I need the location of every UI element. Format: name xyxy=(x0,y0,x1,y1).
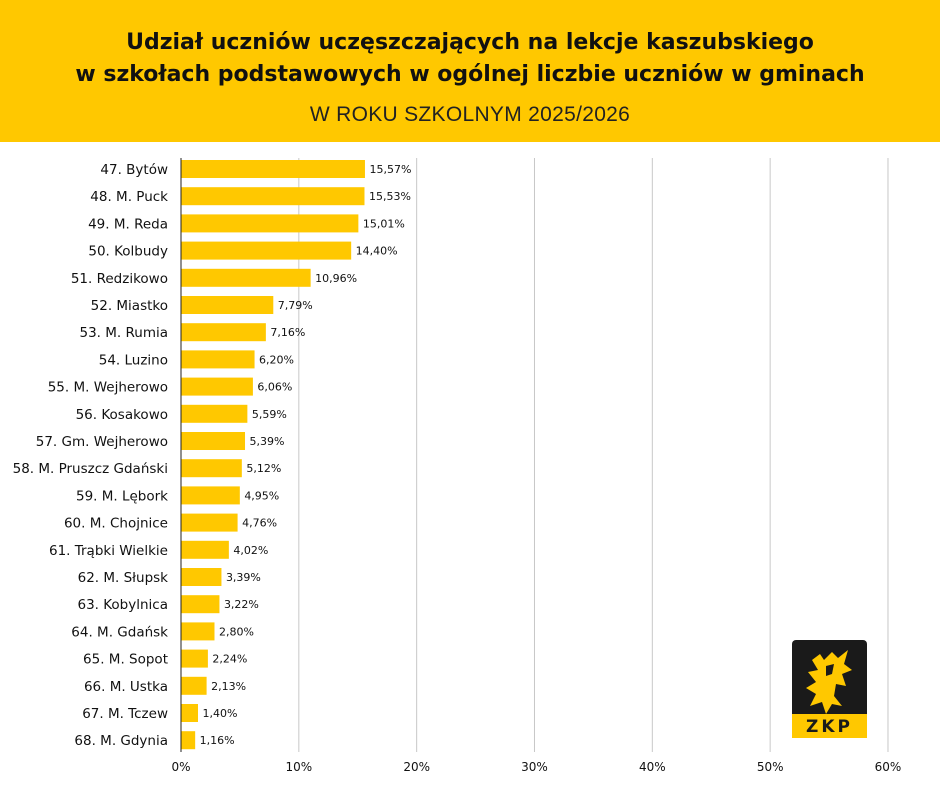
value-label: 7,79% xyxy=(278,299,313,312)
x-tick-label: 0% xyxy=(171,760,190,774)
category-label: 57. Gm. Wejherowo xyxy=(36,434,168,450)
value-label: 15,53% xyxy=(369,190,411,203)
bar xyxy=(181,268,311,287)
value-label: 4,76% xyxy=(242,517,277,530)
category-label: 51. Redzikowo xyxy=(71,271,168,287)
bar xyxy=(181,160,365,178)
category-label: 52. Miastko xyxy=(91,298,168,314)
value-label: 1,40% xyxy=(202,707,237,720)
category-label: 65. M. Sopot xyxy=(83,652,168,668)
bar xyxy=(181,486,240,505)
bar xyxy=(181,350,255,369)
category-label: 53. M. Rumia xyxy=(80,325,169,341)
category-label: 64. M. Gdańsk xyxy=(71,624,168,640)
chart-title-line2: w szkołach podstawowych w ogólnej liczbi… xyxy=(75,62,865,87)
bar xyxy=(181,731,196,750)
bar xyxy=(181,513,238,532)
bar xyxy=(181,649,208,668)
bar xyxy=(181,296,274,314)
value-label: 5,12% xyxy=(246,462,281,475)
bar xyxy=(181,595,220,614)
value-label: 10,96% xyxy=(315,272,357,285)
x-tick-label: 60% xyxy=(875,760,902,774)
category-label: 61. Trąbki Wielkie xyxy=(49,543,168,559)
category-label: 67. M. Tczew xyxy=(82,706,168,722)
value-label: 4,02% xyxy=(233,544,268,557)
value-label: 7,16% xyxy=(270,326,305,339)
bar xyxy=(181,214,359,233)
value-label: 4,95% xyxy=(244,489,279,502)
chart-title-line1: Udział uczniów uczęszczających na lekcje… xyxy=(126,30,814,55)
value-label: 3,22% xyxy=(224,598,259,611)
value-label: 3,39% xyxy=(226,571,261,584)
bar xyxy=(181,432,246,450)
x-tick-label: 40% xyxy=(639,760,666,774)
value-label: 5,59% xyxy=(252,408,287,421)
x-tick-label: 10% xyxy=(285,760,312,774)
value-label: 15,01% xyxy=(363,217,405,230)
value-label: 1,16% xyxy=(200,734,235,747)
griffin-emblem-icon: ZKP xyxy=(792,640,867,738)
category-label: 56. Kosakowo xyxy=(76,407,168,423)
value-label: 2,13% xyxy=(211,680,246,693)
category-label: 48. M. Puck xyxy=(90,189,168,205)
category-label: 50. Kolbudy xyxy=(88,244,168,260)
value-label: 5,39% xyxy=(250,435,285,448)
bar xyxy=(181,377,253,396)
bar xyxy=(181,404,248,423)
value-label: 6,20% xyxy=(259,353,294,366)
x-tick-label: 20% xyxy=(403,760,430,774)
bar xyxy=(181,323,266,342)
value-label: 15,57% xyxy=(369,163,411,176)
category-label: 59. M. Lębork xyxy=(76,488,168,504)
value-label: 6,06% xyxy=(257,381,292,394)
category-label: 66. M. Ustka xyxy=(84,679,168,695)
bar xyxy=(181,241,352,260)
bar xyxy=(181,540,229,559)
chart-header: Udział uczniów uczęszczających na lekcje… xyxy=(0,0,940,142)
x-tick-label: 30% xyxy=(521,760,548,774)
category-label: 60. M. Chojnice xyxy=(64,516,168,532)
category-label: 63. Kobylnica xyxy=(77,597,168,613)
bar xyxy=(181,568,222,586)
category-label: 55. M. Wejherowo xyxy=(48,380,168,396)
category-label: 47. Bytów xyxy=(100,162,168,178)
bar xyxy=(181,704,198,722)
chart-subtitle: W ROKU SZKOLNYM 2025/2026 xyxy=(309,103,631,126)
category-label: 68. M. Gdynia xyxy=(74,733,168,749)
bar xyxy=(181,676,207,695)
category-label: 62. M. Słupsk xyxy=(78,570,169,586)
logo-text: ZKP xyxy=(806,717,853,737)
bar xyxy=(181,622,215,641)
x-tick-label: 50% xyxy=(757,760,784,774)
value-label: 2,24% xyxy=(212,653,247,666)
bar xyxy=(181,459,242,478)
value-label: 2,80% xyxy=(219,625,254,638)
category-label: 58. M. Pruszcz Gdański xyxy=(13,461,168,477)
category-label: 49. M. Reda xyxy=(88,216,168,232)
bar xyxy=(181,187,365,206)
value-label: 14,40% xyxy=(356,245,398,258)
category-label: 54. Luzino xyxy=(99,352,168,368)
